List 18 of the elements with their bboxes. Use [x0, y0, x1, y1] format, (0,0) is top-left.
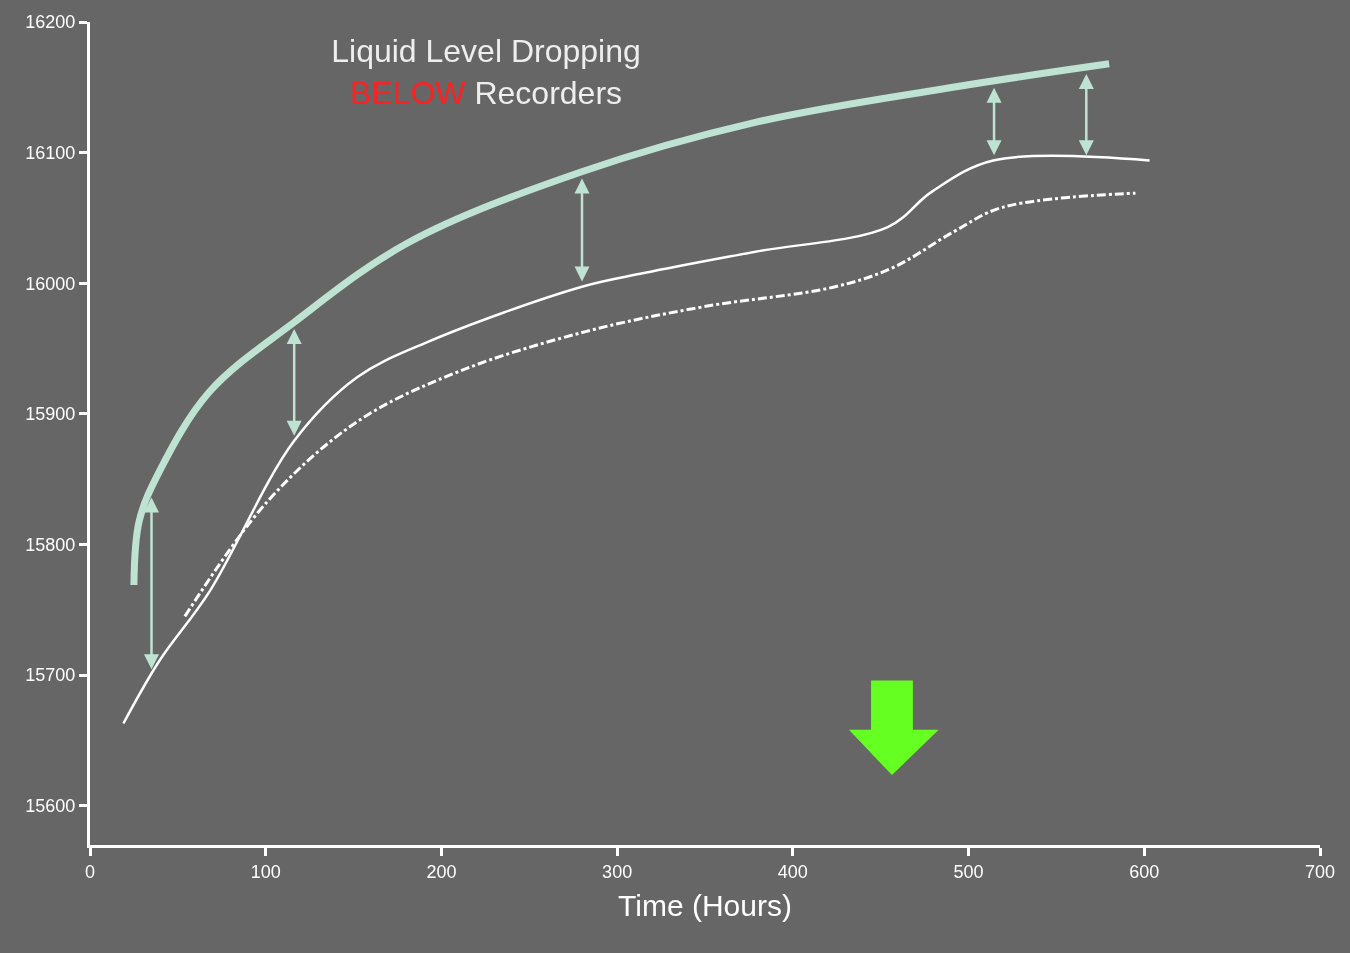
x-tick-label: 400 [777, 861, 808, 882]
x-tick-label: 700 [1304, 861, 1336, 882]
line-series [183, 191, 1137, 618]
y-tick-label: 15700 [25, 665, 76, 686]
x-tick-label: 600 [1129, 861, 1160, 882]
y-tick-label: 16100 [25, 142, 76, 163]
y-tick-label: 16000 [25, 273, 76, 294]
y-tick-label: 15600 [25, 796, 76, 817]
x-tick-label: 100 [250, 861, 281, 882]
text: Liquid Level Dropping BELOW Recorders [331, 32, 641, 111]
x-tick-label: 500 [953, 861, 984, 882]
y-tick-label: 15800 [25, 534, 76, 555]
x-tick-label: 300 [602, 861, 633, 882]
x-axis-title: Time (Hours) [618, 889, 792, 923]
y-tick-label: 15900 [25, 404, 76, 425]
x-tick-label: 200 [426, 861, 457, 882]
y-tick-label: 16200 [25, 12, 76, 33]
x-tick-label: 0 [84, 861, 96, 882]
